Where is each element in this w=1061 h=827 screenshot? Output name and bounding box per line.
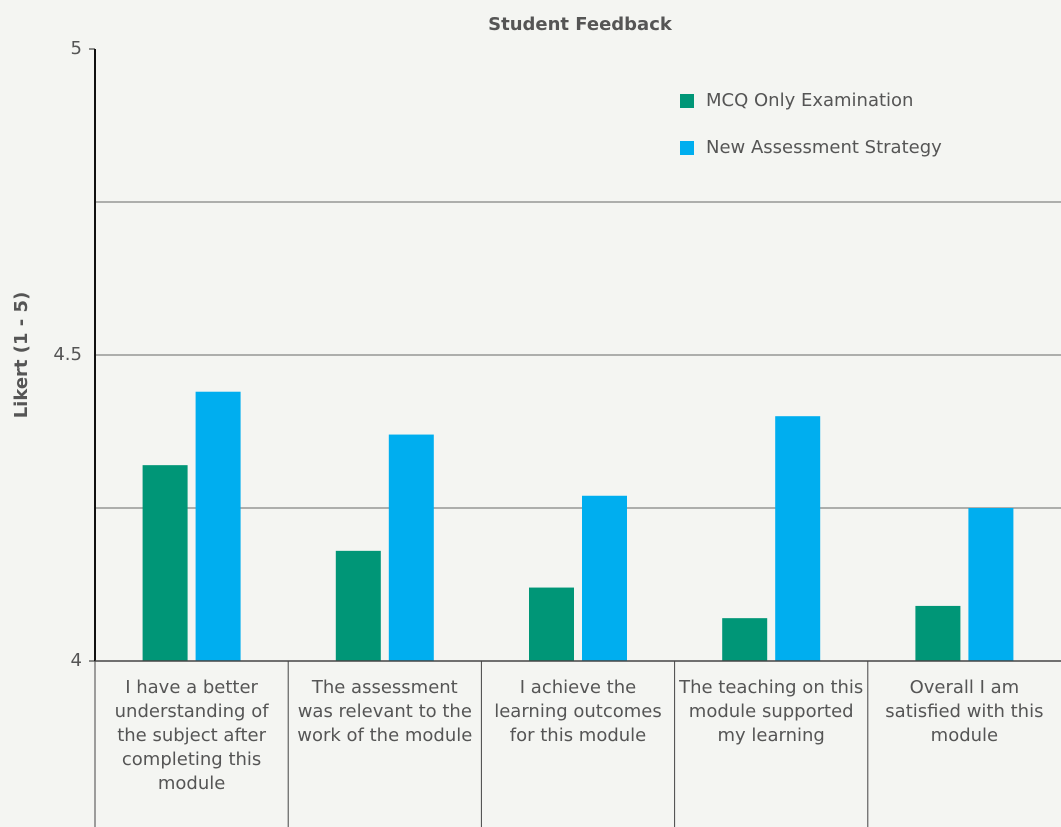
y-axis-label: Likert (1 - 5) xyxy=(11,292,32,419)
bar xyxy=(335,550,381,661)
bar xyxy=(529,587,574,661)
legend-swatch xyxy=(680,141,694,155)
bar xyxy=(775,416,821,661)
y-tick-label: 5 xyxy=(71,38,82,59)
bar xyxy=(388,434,434,661)
x-tick-label: The assessment was relevant to the work … xyxy=(297,677,473,746)
x-tick-label: I achieve the learning outcomes for this… xyxy=(494,677,662,746)
legend-label: New Assessment Strategy xyxy=(706,137,942,158)
chart-title: Student Feedback xyxy=(488,14,673,35)
legend-label: MCQ Only Examination xyxy=(706,90,913,111)
bar xyxy=(142,465,188,661)
x-tick-label: The teaching on this module supported my… xyxy=(679,677,864,746)
legend-swatch xyxy=(680,94,694,108)
y-tick-label: 4 xyxy=(71,650,82,671)
bar xyxy=(915,605,961,661)
x-tick-label: I have a better understanding of the sub… xyxy=(114,677,269,794)
bar xyxy=(968,508,1014,661)
x-tick-label: Overall I am satisfied with this module xyxy=(885,677,1044,746)
bar xyxy=(582,495,627,661)
y-tick-label: 4.5 xyxy=(53,344,82,365)
bar xyxy=(722,618,768,661)
bar xyxy=(195,391,241,661)
